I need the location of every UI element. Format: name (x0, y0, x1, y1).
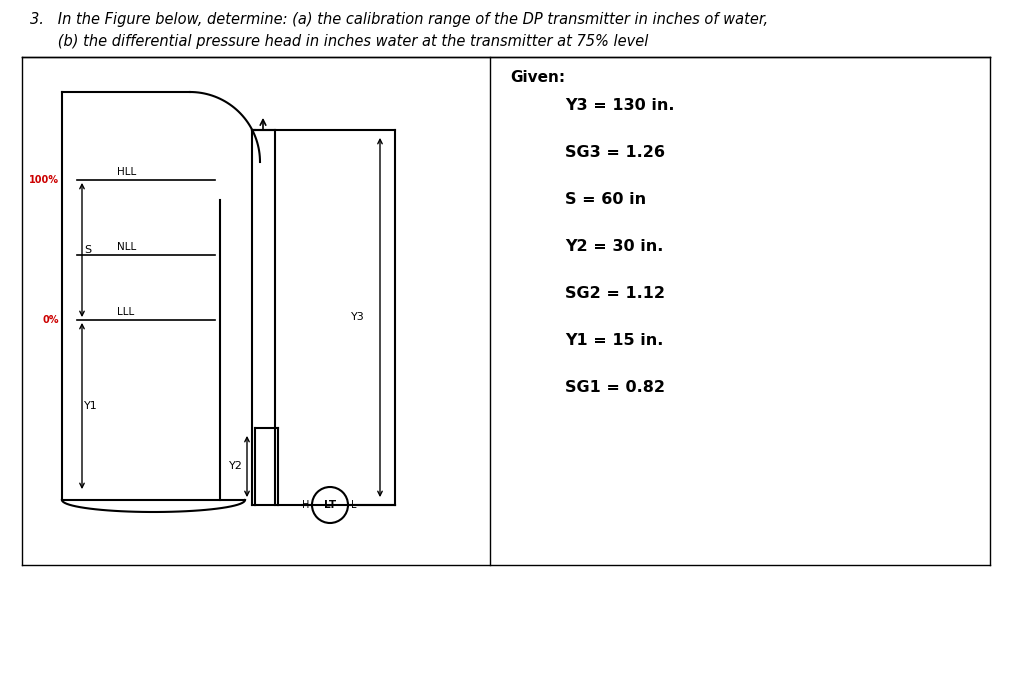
Text: LLL: LLL (116, 307, 135, 317)
Text: SG3 = 1.26: SG3 = 1.26 (565, 145, 665, 160)
Text: Y2: Y2 (229, 461, 243, 471)
Text: H: H (302, 500, 309, 510)
Text: HLL: HLL (116, 167, 137, 177)
Text: Y1: Y1 (84, 401, 97, 411)
Text: 0%: 0% (43, 315, 59, 325)
Text: SG2 = 1.12: SG2 = 1.12 (565, 286, 665, 301)
Text: Y3 = 130 in.: Y3 = 130 in. (565, 98, 675, 113)
Text: Y1 = 15 in.: Y1 = 15 in. (565, 333, 664, 348)
Text: Y3: Y3 (352, 312, 365, 322)
Text: S = 60 in: S = 60 in (565, 192, 646, 207)
Text: SG1 = 0.82: SG1 = 0.82 (565, 380, 665, 395)
Text: (b) the differential pressure head in inches water at the transmitter at 75% lev: (b) the differential pressure head in in… (30, 34, 648, 49)
Text: NLL: NLL (116, 242, 137, 252)
Text: Y2 = 30 in.: Y2 = 30 in. (565, 239, 664, 254)
Text: L: L (350, 500, 357, 510)
Text: S: S (84, 245, 91, 255)
Text: 3.   In the Figure below, determine: (a) the calibration range of the DP transmi: 3. In the Figure below, determine: (a) t… (30, 12, 768, 27)
Text: LT: LT (324, 500, 336, 510)
Text: Given:: Given: (510, 70, 565, 85)
Text: 100%: 100% (29, 175, 59, 185)
